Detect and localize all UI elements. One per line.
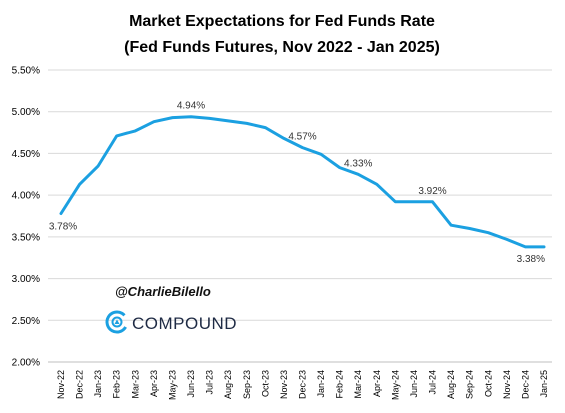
compound-logo-icon xyxy=(105,310,129,334)
x-tick-label: Dec-24 xyxy=(520,370,530,399)
y-tick-label: 2.00% xyxy=(12,358,40,369)
x-tick-label: Nov-24 xyxy=(502,370,512,399)
x-tick-label: May-23 xyxy=(167,370,177,400)
chart-title: Market Expectations for Fed Funds Rate xyxy=(129,13,435,30)
data-label: 3.92% xyxy=(418,186,446,197)
data-label: 4.94% xyxy=(177,101,205,112)
x-tick-label: Aug-23 xyxy=(223,370,233,399)
y-tick-label: 4.00% xyxy=(12,191,40,202)
y-tick-label: 4.50% xyxy=(12,149,40,160)
data-label: 3.38% xyxy=(517,254,545,265)
x-tick-label: Jan-23 xyxy=(93,370,103,398)
x-tick-label: Dec-23 xyxy=(298,370,308,399)
data-label: 4.57% xyxy=(288,132,316,143)
y-tick-label: 3.00% xyxy=(12,274,40,285)
data-label: 4.33% xyxy=(344,158,372,169)
x-tick-label: Nov-22 xyxy=(56,370,66,399)
x-tick-label: Jul-23 xyxy=(205,370,215,395)
data-label: 3.78% xyxy=(49,221,77,232)
x-tick-label: Apr-23 xyxy=(149,370,159,397)
y-tick-label: 3.50% xyxy=(12,232,40,243)
x-tick-label: May-24 xyxy=(390,370,400,400)
x-tick-label: Jan-24 xyxy=(316,370,326,398)
x-tick-label: Mar-23 xyxy=(130,370,140,399)
y-tick-label: 5.50% xyxy=(12,66,40,77)
x-tick-label: Jun-24 xyxy=(409,370,419,398)
watermark: @CharlieBilello COMPOUND xyxy=(105,284,237,334)
x-tick-label: Dec-22 xyxy=(75,370,85,399)
y-axis-ticks: 2.00% 2.50% 3.00% 3.50% 4.00% 4.50% 5.00% 5.50% xyxy=(12,66,40,369)
grid-lines xyxy=(48,69,552,321)
x-tick-label: Aug-24 xyxy=(446,370,456,399)
y-tick-label: 5.00% xyxy=(12,107,40,118)
x-tick-label: Feb-23 xyxy=(112,370,122,399)
x-tick-label: Mar-24 xyxy=(353,370,363,399)
x-tick-label: Nov-23 xyxy=(279,370,289,399)
x-tick-label: Oct-23 xyxy=(260,370,270,397)
x-tick-label: Sep-23 xyxy=(242,370,252,399)
x-tick-label: Feb-24 xyxy=(335,370,345,399)
series-line xyxy=(59,115,546,249)
x-tick-label: Sep-24 xyxy=(465,370,475,399)
x-tick-label: Jan-25 xyxy=(539,370,549,398)
x-axis-ticks: Nov-22 Dec-22 Jan-23 Feb-23 Mar-23 Apr-23 May-… xyxy=(56,370,549,400)
x-tick-label: Apr-24 xyxy=(372,370,382,397)
x-tick-label: Jul-24 xyxy=(428,370,438,395)
x-tick-label: Jun-23 xyxy=(186,370,196,398)
data-labels: 3.78% 4.94% 4.57% 4.33% 3.92% 3.38% xyxy=(49,101,545,265)
author-handle: @CharlieBilello xyxy=(115,284,211,299)
y-tick-label: 2.50% xyxy=(12,316,40,327)
x-tick-label: Oct-24 xyxy=(483,370,493,397)
chart-subtitle: (Fed Funds Futures, Nov 2022 - Jan 2025) xyxy=(124,39,440,56)
brand-name: COMPOUND xyxy=(132,314,237,333)
